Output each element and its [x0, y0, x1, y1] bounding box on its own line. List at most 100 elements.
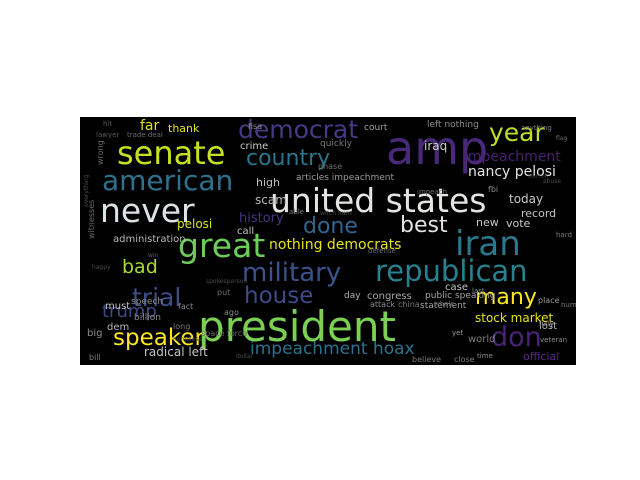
word: fact — [178, 302, 194, 311]
word: number — [561, 301, 576, 309]
word: everything — [83, 174, 90, 207]
word: last — [472, 287, 485, 295]
word: attack — [370, 300, 396, 309]
word: trade deal — [127, 131, 163, 139]
word: quickly — [320, 139, 352, 149]
word: dem — [107, 322, 130, 333]
word: high — [256, 176, 280, 189]
word: close — [454, 355, 475, 364]
word: put — [217, 288, 231, 297]
word: call — [237, 226, 255, 237]
word: believe — [412, 355, 442, 364]
word: veteran — [540, 336, 568, 344]
word: great — [178, 226, 266, 265]
word: bad — [122, 256, 158, 278]
word: trump — [102, 301, 157, 322]
word: military — [242, 258, 342, 288]
word: fully — [539, 320, 554, 328]
word: speaker — [113, 325, 204, 351]
word: billion — [134, 313, 161, 323]
word: scam — [255, 193, 287, 207]
word: lost — [539, 321, 558, 332]
word: nothing democrats — [269, 237, 402, 253]
word: fisa — [248, 122, 263, 131]
word: win — [148, 252, 159, 259]
word: iraq — [424, 139, 448, 153]
word: vote — [506, 217, 531, 230]
word: space force — [201, 329, 248, 338]
word: year — [489, 118, 545, 147]
word: radical left — [144, 345, 208, 359]
word: hard — [556, 231, 572, 239]
word: anything — [521, 124, 552, 132]
word: election — [528, 174, 548, 180]
word: far — [140, 118, 160, 134]
word: bill — [89, 353, 101, 362]
word: stock market — [475, 311, 554, 325]
word: best — [400, 213, 448, 238]
word: articles impeachment — [296, 173, 395, 183]
word: don — [491, 322, 542, 353]
word: wrong — [96, 140, 105, 165]
word: democrat — [238, 117, 359, 144]
word: amp — [386, 121, 489, 175]
word: fbi — [488, 185, 499, 194]
word: pelosi — [177, 217, 213, 231]
word: world — [468, 334, 496, 345]
word: flag — [556, 135, 568, 142]
word: impeachment hoax — [250, 339, 415, 359]
word: case — [445, 282, 468, 293]
word: congress — [367, 291, 412, 302]
word: happy — [92, 264, 111, 271]
word: place — [538, 296, 560, 305]
word: record — [521, 207, 557, 220]
word: able — [289, 208, 304, 216]
word: senate — [117, 134, 226, 172]
word: public speaking — [425, 291, 496, 301]
word: big — [87, 328, 103, 339]
word: whole — [434, 300, 455, 308]
word: iran — [455, 224, 521, 264]
word: republican — [375, 254, 528, 288]
word: thank — [168, 122, 200, 135]
word: crime — [240, 141, 269, 152]
word: left nothing — [427, 120, 479, 130]
word: impeach — [417, 188, 448, 196]
word: must — [105, 301, 131, 312]
word: united states — [270, 181, 487, 220]
word: homeless — [173, 336, 202, 343]
word: statement — [420, 301, 467, 311]
word: many — [475, 285, 537, 310]
word: witch hunt — [320, 210, 352, 217]
word: administration — [113, 234, 186, 245]
word: done — [303, 214, 358, 239]
word: abuse — [543, 178, 562, 185]
word: yet — [452, 329, 464, 337]
word: lawyer — [96, 131, 120, 139]
word: time — [477, 352, 493, 360]
word: court — [364, 123, 388, 133]
word: nancy pelosi — [468, 164, 556, 180]
word: spokesperson — [206, 278, 248, 285]
word: official — [523, 350, 560, 363]
word: defense — [368, 247, 396, 255]
word: impeachment — [464, 149, 561, 165]
word: china — [398, 300, 420, 309]
word-cloud: president amp united states great never … — [80, 117, 576, 365]
word: today — [509, 192, 544, 206]
word: day — [344, 291, 361, 301]
word: never — [100, 191, 195, 230]
word: speech — [131, 297, 164, 307]
word: hit — [103, 120, 113, 128]
word: president — [198, 302, 396, 351]
word: history — [239, 211, 284, 226]
word: ago — [224, 308, 239, 317]
word: house — [244, 283, 314, 309]
word: country — [246, 146, 331, 171]
word: american — [102, 164, 234, 197]
word: phase — [318, 162, 343, 171]
word: long — [173, 322, 191, 331]
word: new — [476, 216, 499, 229]
word: trial — [132, 283, 182, 312]
word: dollar — [236, 353, 253, 360]
